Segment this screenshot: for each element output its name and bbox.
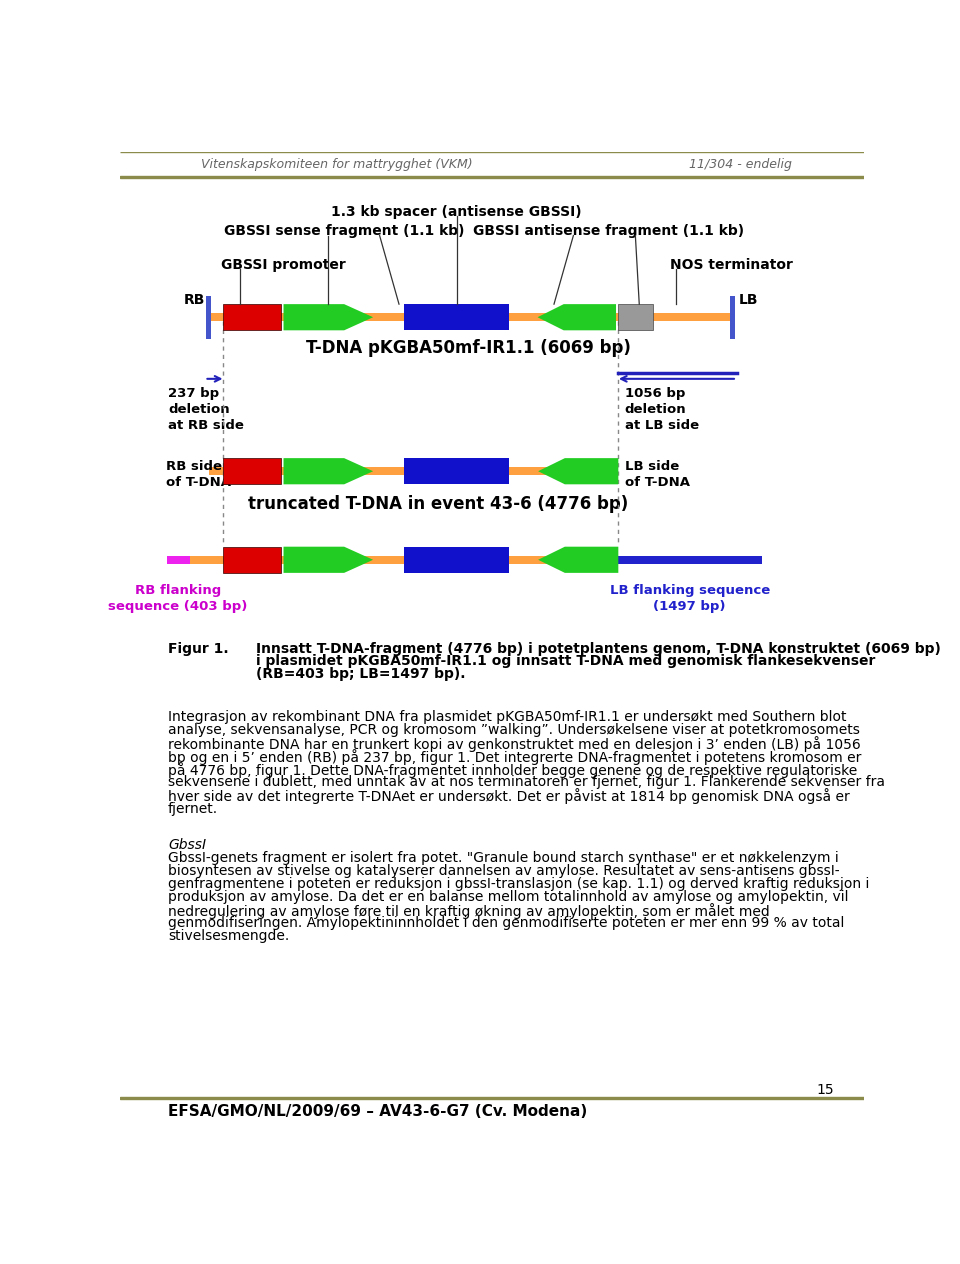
Text: Integrasjon av rekombinant DNA fra plasmidet pKGBA50mf-IR1.1 er undersøkt med So: Integrasjon av rekombinant DNA fra plasm… bbox=[168, 710, 847, 724]
Text: EFSA/GMO/NL/2009/69 – AV43-6-G7 (Cv. Modena): EFSA/GMO/NL/2009/69 – AV43-6-G7 (Cv. Mod… bbox=[168, 1105, 588, 1120]
Text: GBSSI promoter: GBSSI promoter bbox=[221, 258, 346, 272]
FancyArrow shape bbox=[283, 458, 373, 484]
Text: Innsatt T-DNA-fragment (4776 bp) i potetplantens genom, T-DNA konstruktet (6069 : Innsatt T-DNA-fragment (4776 bp) i potet… bbox=[255, 642, 941, 656]
Text: RB side
of T-DNA: RB side of T-DNA bbox=[166, 460, 231, 489]
Text: LB: LB bbox=[738, 293, 758, 307]
Text: GbssI: GbssI bbox=[168, 838, 206, 852]
Text: (RB=403 bp; LB=1497 bp).: (RB=403 bp; LB=1497 bp). bbox=[255, 667, 466, 681]
Bar bbox=[223, 305, 281, 330]
FancyArrow shape bbox=[283, 305, 373, 330]
Bar bbox=[223, 468, 618, 475]
Text: nedregulering av amylose føre til en kraftig økning av amylopektin, som er målet: nedregulering av amylose føre til en kra… bbox=[168, 904, 770, 919]
Text: hver side av det integrerte T-DNAet er undersøkt. Det er påvist at 1814 bp genom: hver side av det integrerte T-DNAet er u… bbox=[168, 789, 850, 804]
FancyArrow shape bbox=[539, 458, 618, 484]
Text: NOS terminator: NOS terminator bbox=[670, 258, 793, 272]
Bar bbox=[730, 296, 735, 339]
Text: T-DNA pKGBA50mf-IR1.1 (6069 bp): T-DNA pKGBA50mf-IR1.1 (6069 bp) bbox=[306, 339, 631, 356]
Text: Figur 1.: Figur 1. bbox=[168, 642, 228, 656]
Text: fjernet.: fjernet. bbox=[168, 801, 218, 815]
Bar bbox=[223, 556, 618, 564]
Text: på 4776 bp, figur 1. Dette DNA-fragmentet innholder begge genene og de respektiv: på 4776 bp, figur 1. Dette DNA-fragmente… bbox=[168, 762, 857, 779]
Bar bbox=[404, 547, 509, 573]
Bar bbox=[223, 458, 281, 484]
Text: genfragmentene i poteten er reduksjon i gbssI-translasjon (se kap. 1.1) og derve: genfragmentene i poteten er reduksjon i … bbox=[168, 877, 870, 891]
FancyArrow shape bbox=[283, 547, 373, 573]
Text: GbssI-genets fragment er isolert fra potet. "Granule bound starch synthase" er e: GbssI-genets fragment er isolert fra pot… bbox=[168, 851, 839, 865]
Bar bbox=[190, 556, 223, 564]
Text: RB flanking
sequence (403 bp): RB flanking sequence (403 bp) bbox=[108, 584, 248, 613]
Text: rekombinante DNA har en trunkert kopi av genkonstruktet med en delesjon i 3’ end: rekombinante DNA har en trunkert kopi av… bbox=[168, 736, 861, 752]
Text: 1056 bp
deletion
at LB side: 1056 bp deletion at LB side bbox=[625, 387, 699, 431]
Text: i plasmidet pKGBA50mf-IR1.1 og innsatt T-DNA med genomisk flankesekvenser: i plasmidet pKGBA50mf-IR1.1 og innsatt T… bbox=[255, 655, 875, 669]
Text: 237 bp
deletion
at RB side: 237 bp deletion at RB side bbox=[168, 387, 244, 431]
Text: truncated T-DNA in event 43-6 (4776 bp): truncated T-DNA in event 43-6 (4776 bp) bbox=[248, 495, 628, 513]
FancyArrow shape bbox=[539, 547, 618, 573]
Bar bbox=[618, 305, 653, 330]
Text: RB: RB bbox=[184, 293, 205, 307]
Text: genmodifiseringen. Amylopektininnholdet i den genmodifiserte poteten er mer enn : genmodifiseringen. Amylopektininnholdet … bbox=[168, 916, 845, 930]
Text: GBSSI antisense fragment (1.1 kb): GBSSI antisense fragment (1.1 kb) bbox=[472, 224, 744, 238]
Text: bp og en i 5’ enden (RB) på 237 bp, figur 1. Det integrerte DNA-fragmentet i pot: bp og en i 5’ enden (RB) på 237 bp, figu… bbox=[168, 750, 861, 765]
Bar bbox=[120, 176, 864, 178]
Text: analyse, sekvensanalyse, PCR og kromosom ”walking”. Undersøkelsene viser at pote: analyse, sekvensanalyse, PCR og kromosom… bbox=[168, 723, 860, 737]
Bar bbox=[618, 556, 761, 564]
Text: LB flanking sequence
(1497 bp): LB flanking sequence (1497 bp) bbox=[610, 584, 770, 613]
Bar bbox=[209, 313, 732, 321]
Bar bbox=[206, 296, 211, 339]
Text: stivelsesmengde.: stivelsesmengde. bbox=[168, 929, 289, 943]
Bar bbox=[166, 556, 190, 564]
Text: biosyntesen av stivelse og katalyserer dannelsen av amylose. Resultatet av sens-: biosyntesen av stivelse og katalyserer d… bbox=[168, 863, 840, 878]
Bar bbox=[209, 468, 223, 475]
Bar bbox=[223, 547, 281, 573]
Bar bbox=[120, 1097, 864, 1098]
FancyArrow shape bbox=[538, 305, 616, 330]
Text: GBSSI sense fragment (1.1 kb): GBSSI sense fragment (1.1 kb) bbox=[225, 224, 465, 238]
Text: 1.3 kb spacer (antisense GBSSI): 1.3 kb spacer (antisense GBSSI) bbox=[331, 205, 582, 219]
Text: sekvensene i dublett, med unntak av at nos terminatoren er fjernet, figur 1. Fla: sekvensene i dublett, med unntak av at n… bbox=[168, 775, 885, 790]
Text: Vitenskapskomiteen for mattrygghet (VKM): Vitenskapskomiteen for mattrygghet (VKM) bbox=[202, 158, 473, 171]
Text: 15: 15 bbox=[816, 1082, 834, 1097]
Text: LB side
of T-DNA: LB side of T-DNA bbox=[625, 460, 689, 489]
Bar bbox=[404, 305, 509, 330]
Text: 11/304 - endelig: 11/304 - endelig bbox=[688, 158, 791, 171]
Text: produksjon av amylose. Da det er en balanse mellom totalinnhold av amylose og am: produksjon av amylose. Da det er en bala… bbox=[168, 890, 849, 904]
Bar bbox=[404, 458, 509, 484]
